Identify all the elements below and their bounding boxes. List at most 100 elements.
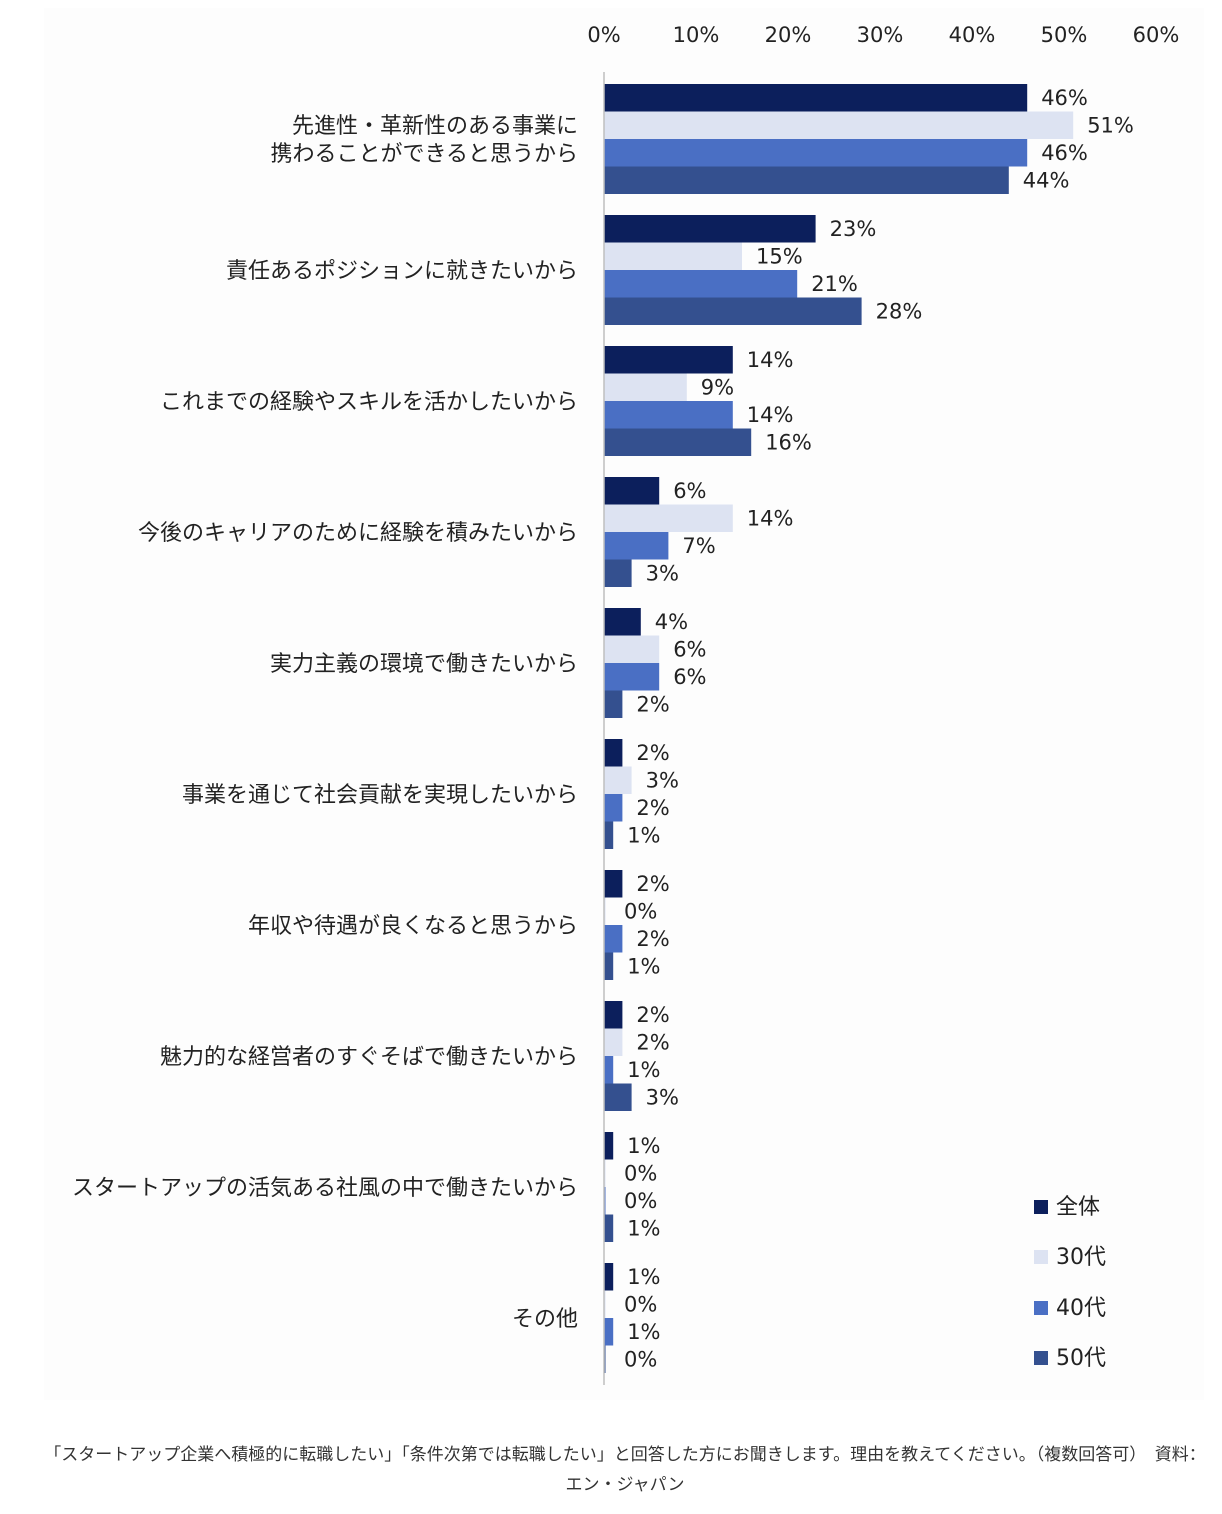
bar bbox=[604, 1318, 614, 1346]
data-label: 7% bbox=[682, 534, 715, 558]
data-label: 51% bbox=[1087, 113, 1134, 137]
category-label-line: 先進性・革新性のある事業に bbox=[292, 114, 578, 139]
data-label: 2% bbox=[636, 692, 669, 716]
data-label: 2% bbox=[636, 872, 669, 896]
category-label: 実力主義の環境で働きたいから bbox=[270, 652, 578, 677]
data-label: 3% bbox=[646, 768, 679, 792]
category-label: その他 bbox=[512, 1307, 578, 1332]
x-tick-label: 40% bbox=[949, 23, 996, 47]
category-label: 今後のキャリアのために経験を積みたいから bbox=[138, 521, 578, 546]
x-tick-label: 10% bbox=[673, 23, 720, 47]
bar bbox=[604, 1056, 614, 1084]
chart-caption: 「スタートアップ企業へ積極的に転職したい」「条件次第では転職したい」と回答した方… bbox=[44, 1445, 1206, 1495]
data-label: 14% bbox=[747, 403, 794, 427]
bar bbox=[604, 242, 742, 270]
data-label: 46% bbox=[1041, 86, 1088, 110]
data-label: 0% bbox=[624, 1161, 657, 1185]
bar bbox=[604, 270, 798, 298]
bar bbox=[604, 952, 614, 980]
data-label: 21% bbox=[811, 272, 858, 296]
data-label: 3% bbox=[646, 1085, 679, 1109]
category-label-line: スタートアップの活気ある社風の中で働きたいから bbox=[72, 1176, 578, 1201]
data-label: 0% bbox=[624, 1189, 657, 1213]
data-label: 1% bbox=[627, 1058, 660, 1082]
category-label: スタートアップの活気ある社風の中で働きたいから bbox=[72, 1176, 578, 1201]
bar-chart: 0% 10% 20% 30% 40% 50% 60% 先進性・革新性のある事業に携わることがで… bbox=[71, 23, 1180, 1385]
data-label: 1% bbox=[627, 1134, 660, 1158]
data-label: 28% bbox=[876, 299, 923, 323]
data-label: 2% bbox=[636, 927, 669, 951]
bar bbox=[604, 1132, 614, 1160]
data-label: 2% bbox=[636, 741, 669, 765]
data-label: 2% bbox=[636, 1030, 669, 1054]
data-label: 9% bbox=[701, 375, 734, 399]
data-label: 2% bbox=[636, 796, 669, 820]
bar bbox=[604, 690, 623, 718]
category-label-line: その他 bbox=[512, 1307, 578, 1332]
data-label: 15% bbox=[756, 244, 803, 268]
bar bbox=[604, 766, 632, 794]
bar bbox=[604, 608, 641, 636]
legend-swatch bbox=[1034, 1351, 1048, 1365]
category-label: 先進性・革新性のある事業に携わることができると思うから bbox=[270, 114, 578, 167]
data-label: 2% bbox=[636, 1003, 669, 1027]
bar bbox=[604, 1083, 632, 1111]
bar bbox=[604, 870, 623, 898]
data-label: 1% bbox=[627, 1216, 660, 1240]
bar bbox=[604, 1001, 623, 1029]
data-label: 6% bbox=[673, 637, 706, 661]
legend-label: 全体 bbox=[1056, 1195, 1100, 1220]
data-label: 0% bbox=[624, 1292, 657, 1316]
bar bbox=[604, 504, 733, 532]
data-label: 16% bbox=[765, 430, 812, 454]
category-label: 責任あるポジションに就きたいから bbox=[226, 259, 578, 284]
legend-label: 40代 bbox=[1056, 1296, 1106, 1321]
bar bbox=[604, 663, 660, 691]
bar bbox=[604, 373, 687, 401]
bar bbox=[604, 532, 669, 560]
bar bbox=[604, 346, 733, 374]
legend-swatch bbox=[1034, 1301, 1048, 1315]
category-label-line: 魅力的な経営者のすぐそばで働きたいから bbox=[160, 1045, 578, 1070]
data-label: 1% bbox=[627, 1265, 660, 1289]
bar bbox=[604, 739, 623, 767]
category-label-line: 今後のキャリアのために経験を積みたいから bbox=[138, 521, 578, 546]
data-label: 44% bbox=[1023, 168, 1070, 192]
category-label-line: 携わることができると思うから bbox=[270, 142, 578, 167]
data-label: 6% bbox=[673, 479, 706, 503]
category-label: これまでの経験やスキルを活かしたいから bbox=[160, 390, 578, 415]
legend-swatch bbox=[1034, 1250, 1048, 1264]
data-label: 14% bbox=[747, 348, 794, 372]
bar bbox=[604, 1214, 614, 1242]
category-label: 事業を通じて社会貢献を実現したいから bbox=[182, 783, 578, 808]
data-label: 23% bbox=[830, 217, 877, 241]
bar bbox=[604, 428, 752, 456]
bar bbox=[604, 297, 862, 325]
bar bbox=[604, 1028, 623, 1056]
data-label: 3% bbox=[646, 561, 679, 585]
data-label: 14% bbox=[747, 506, 794, 530]
data-label: 6% bbox=[673, 665, 706, 689]
data-label: 1% bbox=[627, 954, 660, 978]
legend-label: 30代 bbox=[1056, 1245, 1106, 1270]
bar bbox=[604, 215, 816, 243]
x-tick-label: 0% bbox=[587, 23, 620, 47]
data-label: 0% bbox=[624, 1347, 657, 1371]
data-label: 1% bbox=[627, 1320, 660, 1344]
category-label-line: 責任あるポジションに就きたいから bbox=[226, 259, 578, 284]
category-label-line: これまでの経験やスキルを活かしたいから bbox=[160, 390, 578, 415]
bar bbox=[604, 166, 1009, 194]
category-label-line: 実力主義の環境で働きたいから bbox=[270, 652, 578, 677]
bar bbox=[604, 821, 614, 849]
legend-swatch bbox=[1034, 1200, 1048, 1214]
category-label: 年収や待遇が良くなると思うから bbox=[248, 914, 578, 939]
bar bbox=[604, 139, 1028, 167]
category-label: 魅力的な経営者のすぐそばで働きたいから bbox=[160, 1045, 578, 1070]
x-tick-label: 60% bbox=[1133, 23, 1180, 47]
category-label-line: 年収や待遇が良くなると思うから bbox=[248, 914, 578, 939]
bar bbox=[604, 111, 1074, 139]
data-label: 4% bbox=[655, 610, 688, 634]
bar bbox=[604, 559, 632, 587]
data-label: 1% bbox=[627, 823, 660, 847]
x-tick-label: 20% bbox=[765, 23, 812, 47]
